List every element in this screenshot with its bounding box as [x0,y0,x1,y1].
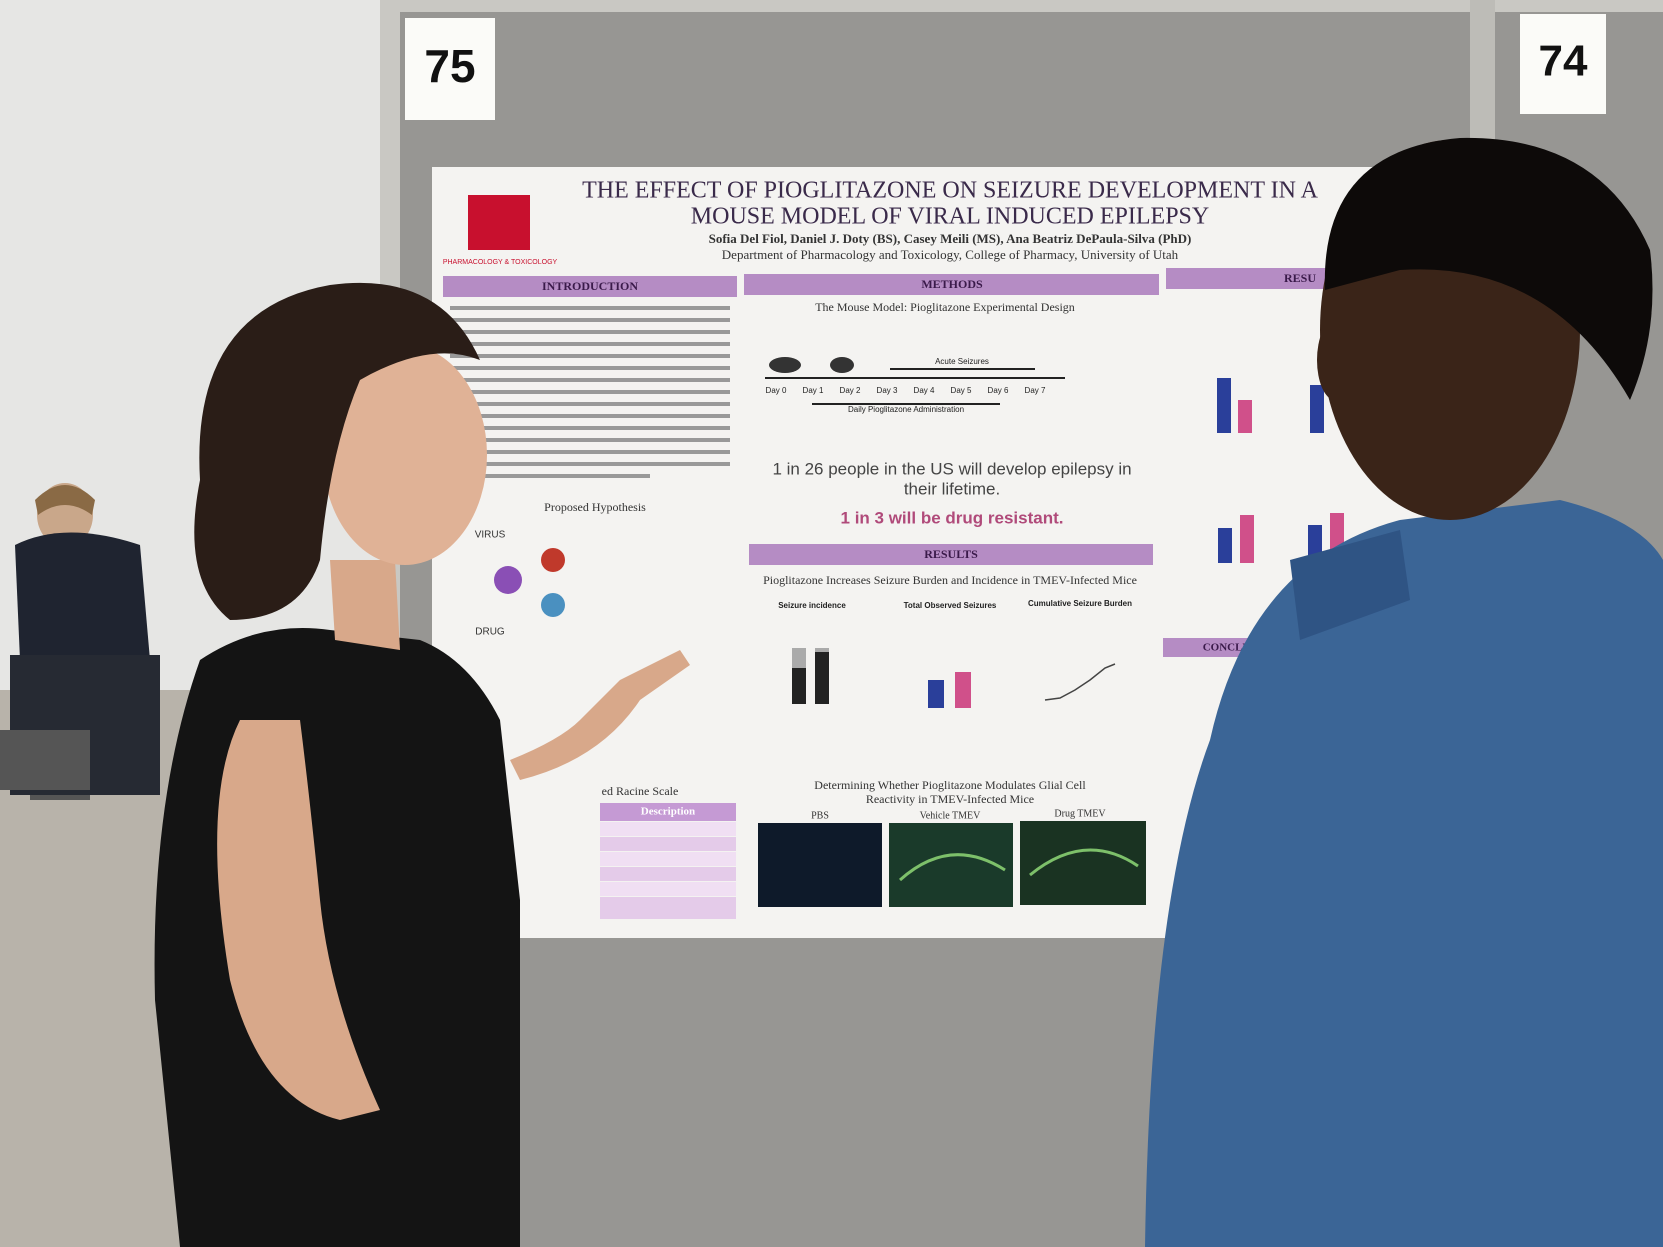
timeline-label: Daily Pioglitazone Administration [848,405,964,414]
diagram-cell [494,566,522,594]
image-label: PBS [811,810,829,821]
diagram-cell [541,593,565,617]
section-header [749,544,1153,565]
section-header [744,274,1159,295]
stat-text: 1 in 26 people in the US will develop ep… [772,459,1131,478]
section-header [443,276,737,297]
mouse-icon [830,357,854,373]
micrograph-detail [1029,848,1139,877]
stat-text: 1 in 3 will be drug resistant. [841,508,1064,527]
background-person [0,483,160,800]
day-label: Day 1 [803,386,824,395]
day-label: Day 0 [766,386,787,395]
diagram-label: DRUG [475,627,505,638]
micrograph [758,823,882,907]
day-label: Day 7 [1025,386,1046,395]
table-header [600,803,736,821]
scale-title: ed Racine Scale [602,784,679,798]
image-label: Vehicle TMEV [920,810,981,821]
day-labels: Day 0 Day 1 Day 2 Day 3 Day 4 Day 5 Day 6 Day 7 [766,386,1046,395]
poster-authors: Sofia Del Fiol, Daniel J. Doty (BS), Cas… [709,231,1192,246]
day-label: Day 6 [988,386,1009,395]
micrograph [889,823,1013,907]
section-heading: RESULTS [924,547,978,561]
micrograph-detail [898,853,1006,882]
panel-title: Total Observed Seizures [904,601,997,610]
day-label: Day 3 [877,386,898,395]
section-heading: RESU [1284,271,1316,285]
timeline-label: Acute Seizures [935,357,989,366]
panel-title: Seizure incidence [778,601,846,610]
person-listener [1145,137,1663,1247]
section-heading: INTRODUCTION [542,279,638,293]
micrograph [1020,821,1146,905]
person-presenter [154,282,690,1247]
stat-text: their lifetime. [904,479,1000,498]
mouse-icon [769,357,801,373]
number-card [1520,14,1606,114]
section-heading: METHODS [921,277,983,291]
day-label: Day 4 [914,386,935,395]
methods-subtitle: The Mouse Model: Pioglitazone Experiment… [815,300,1075,314]
poster-title: THE EFFECT OF PIOGLITAZONE ON SEIZURE DE… [582,178,1319,204]
table-heading: Description [641,806,695,818]
number-card [405,18,495,120]
logo [468,195,530,250]
glial-title: Determining Whether Pioglitazone Modulat… [814,778,1086,792]
day-label: Day 5 [951,386,972,395]
card-number: 74 [1539,37,1588,86]
intro-text-lines [450,306,730,478]
diagram-cell [541,548,565,572]
table-rows [600,822,736,919]
poster-title: MOUSE MODEL OF VIRAL INDUCED EPILEPSY [691,204,1209,230]
panel-shapes [792,648,1116,708]
poster-department: Department of Pharmacology and Toxicolog… [722,247,1179,262]
hypothesis-title: Proposed Hypothesis [544,500,646,514]
panel-title: Cumulative Seizure Burden [1028,599,1132,608]
card-number: 75 [424,40,475,92]
day-label: Day 2 [840,386,861,395]
diagram-label: VIRUS [475,530,506,541]
image-label: Drug TMEV [1054,808,1106,819]
glial-title: Reactivity in TMEV-Infected Mice [866,792,1034,806]
results-subtitle: Pioglitazone Increases Seizure Burden an… [763,573,1137,587]
logo-caption: PHARMACOLOGY & TOXICOLOGY [443,259,558,266]
